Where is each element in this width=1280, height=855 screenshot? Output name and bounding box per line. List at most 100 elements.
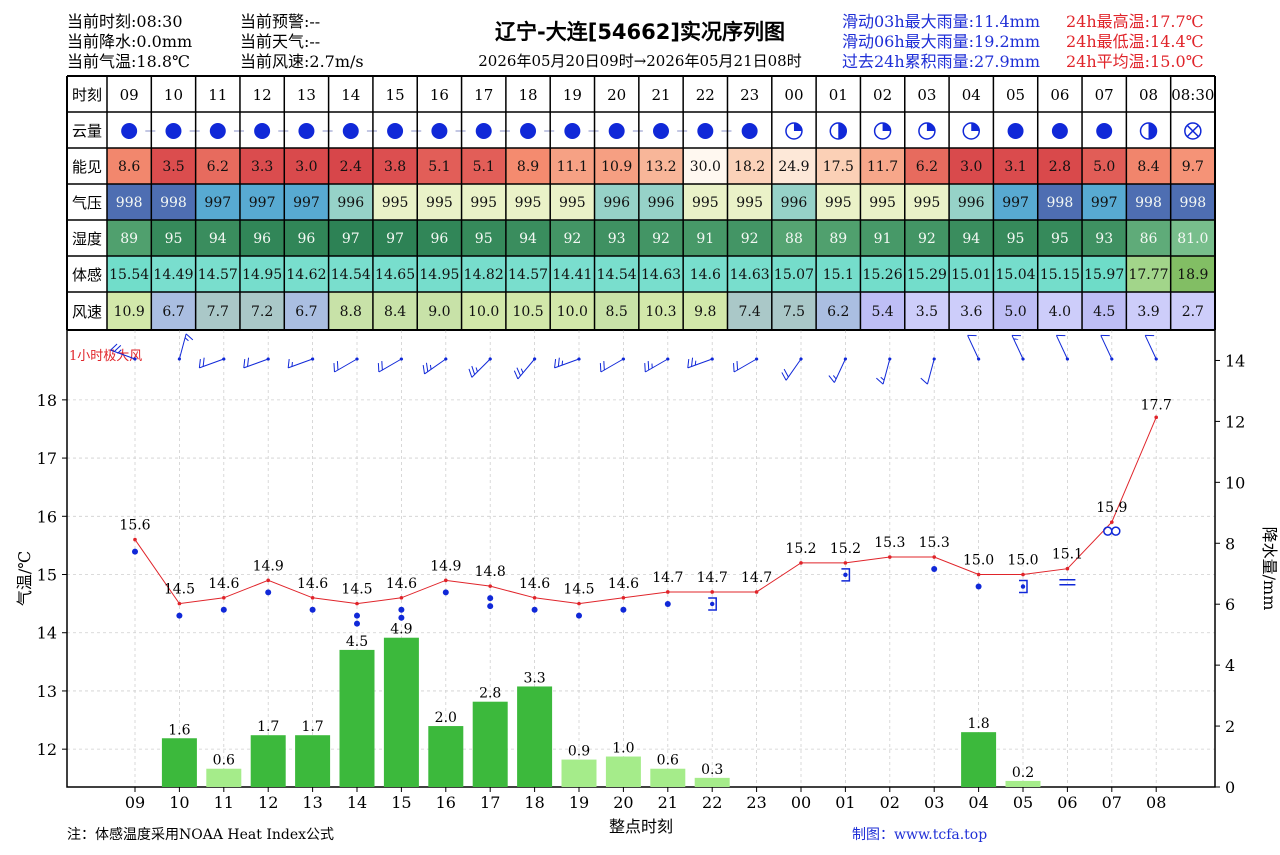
wind-barb-half xyxy=(694,360,697,366)
wind-speed-cell-bg xyxy=(505,292,551,330)
rain-stat-3h: 滑动03h最大雨量:11.4mm xyxy=(842,12,1041,31)
hour-cell: 19 xyxy=(563,86,582,104)
rain-symbol-icon xyxy=(664,600,671,607)
y2-tick-label: 6 xyxy=(1225,595,1235,614)
wind-barb-shaft xyxy=(1055,335,1068,360)
cloud-cover-icon xyxy=(1184,122,1202,140)
pressure-cell: 998 xyxy=(1047,195,1074,211)
pressure-cell: 995 xyxy=(736,195,763,211)
x-tick-label: 16 xyxy=(436,793,456,812)
feels-like-cell-bg xyxy=(505,256,551,292)
wind-barb-base xyxy=(577,357,581,361)
wind-barb-base xyxy=(355,357,359,361)
temperature-label: 14.6 xyxy=(519,576,550,592)
humidity-cell: 92 xyxy=(741,231,759,247)
feels-like-cell: 15.04 xyxy=(996,267,1036,283)
humidity-cell: 94 xyxy=(519,231,537,247)
pressure-cell-bg xyxy=(1170,184,1215,220)
cloud-full-mark xyxy=(254,123,271,139)
wind-barb-base xyxy=(799,357,803,361)
feels-like-cell-bg xyxy=(904,256,950,292)
hour-cell: 08:30 xyxy=(1171,86,1214,104)
wind-barb-flag xyxy=(471,365,476,375)
humidity-cell: 96 xyxy=(253,231,271,247)
wind-speed-cell: 7.4 xyxy=(739,304,761,320)
x-tick-label: 23 xyxy=(746,793,766,812)
wind-speed-cell-bg xyxy=(461,292,506,330)
cloud-obscured-ring xyxy=(1184,122,1202,140)
y2-tick-label: 0 xyxy=(1225,778,1235,797)
footer-credit[interactable]: 制图：www.tcfa.top xyxy=(852,827,988,843)
wind-speed-cell-bg xyxy=(107,292,152,330)
shower-symbol-icon xyxy=(843,572,848,578)
visibility-cell: 17.5 xyxy=(823,159,854,175)
wind-barb-flag xyxy=(377,363,380,373)
humidity-cell-bg xyxy=(1126,220,1171,256)
x-tick-label: 05 xyxy=(1013,793,1033,812)
humidity-cell-bg xyxy=(505,220,551,256)
feels-like-cell: 14.95 xyxy=(242,267,282,283)
row-label-visibility: 能见 xyxy=(72,158,102,176)
wind-speed-cell: 7.2 xyxy=(251,304,273,320)
temperature-label: 15.9 xyxy=(1096,500,1127,516)
hour-cell: 09 xyxy=(120,86,139,104)
wind-speed-cell: 7.5 xyxy=(783,304,805,320)
visibility-cell-bg xyxy=(1170,148,1215,184)
hour-cell: 08 xyxy=(1139,86,1158,104)
temperature-point xyxy=(532,595,537,600)
wind-barb-base xyxy=(888,357,892,361)
haze-symbol-icon xyxy=(1103,526,1113,536)
y2-axis-label: 降水量/mm xyxy=(1260,527,1279,611)
cloud-cover-icon xyxy=(1007,123,1024,139)
row-label-pressure: 气压 xyxy=(72,194,102,212)
pressure-cell-bg xyxy=(151,184,196,220)
wind-speed-cell: 4.5 xyxy=(1093,304,1115,320)
temperature-point xyxy=(488,584,493,588)
wind-barb-flag xyxy=(198,358,201,368)
visibility-cell-bg xyxy=(638,148,684,184)
temperature-point xyxy=(1110,520,1114,524)
x-tick-label: 02 xyxy=(880,793,900,812)
pressure-cell-bg xyxy=(727,184,772,220)
wind-speed-cell-bg xyxy=(550,292,595,330)
feels-like-cell-bg xyxy=(284,256,329,292)
wind-speed-cell: 6.7 xyxy=(295,304,317,320)
humidity-cell-bg xyxy=(461,220,506,256)
x-tick-label: 08 xyxy=(1146,793,1166,812)
temperature-label: 14.6 xyxy=(297,576,328,592)
x-tick-label: 00 xyxy=(791,793,811,812)
wind-speed-cell-bg xyxy=(284,292,329,330)
feels-like-cell-bg xyxy=(107,256,152,292)
wind-barb-icon xyxy=(599,357,626,373)
precip-bar-label: 1.6 xyxy=(168,722,190,738)
wind-barb-base xyxy=(399,357,403,361)
cloud-cover-icon xyxy=(677,123,714,139)
temperature-point xyxy=(266,578,271,583)
visibility-cell-bg xyxy=(107,148,152,184)
temperature-label: 14.7 xyxy=(741,570,772,586)
wind-speed-cell: 3.9 xyxy=(1137,304,1159,320)
feels-like-cell-bg xyxy=(1126,256,1171,292)
feels-like-cell: 17.77 xyxy=(1128,267,1168,283)
visibility-cell: 24.9 xyxy=(778,159,809,175)
humidity-cell: 95 xyxy=(1007,231,1025,247)
cloud-cover-icon xyxy=(145,123,182,139)
wind-barb-half xyxy=(117,349,122,354)
feels-like-cell-bg xyxy=(1170,256,1215,292)
pressure-cell: 996 xyxy=(781,195,808,211)
wind-speed-cell-bg xyxy=(1126,292,1171,330)
rain-symbol-icon xyxy=(132,548,138,555)
wind-barb-icon xyxy=(554,357,581,369)
wind-barb-half xyxy=(561,360,564,366)
y-tick-label: 16 xyxy=(37,507,57,526)
wind-barb-icon xyxy=(1100,334,1114,361)
y-tick-label: 14 xyxy=(37,624,57,643)
cloud-half-fill xyxy=(1148,123,1157,139)
precip-bar xyxy=(650,768,686,787)
pressure-cell: 995 xyxy=(559,195,586,211)
rain-symbol-icon xyxy=(220,606,227,613)
pressure-cell-bg xyxy=(195,184,240,220)
pressure-cell: 995 xyxy=(470,195,497,211)
visibility-cell: 5.1 xyxy=(473,159,495,175)
hour-cell: 05 xyxy=(1006,86,1025,104)
